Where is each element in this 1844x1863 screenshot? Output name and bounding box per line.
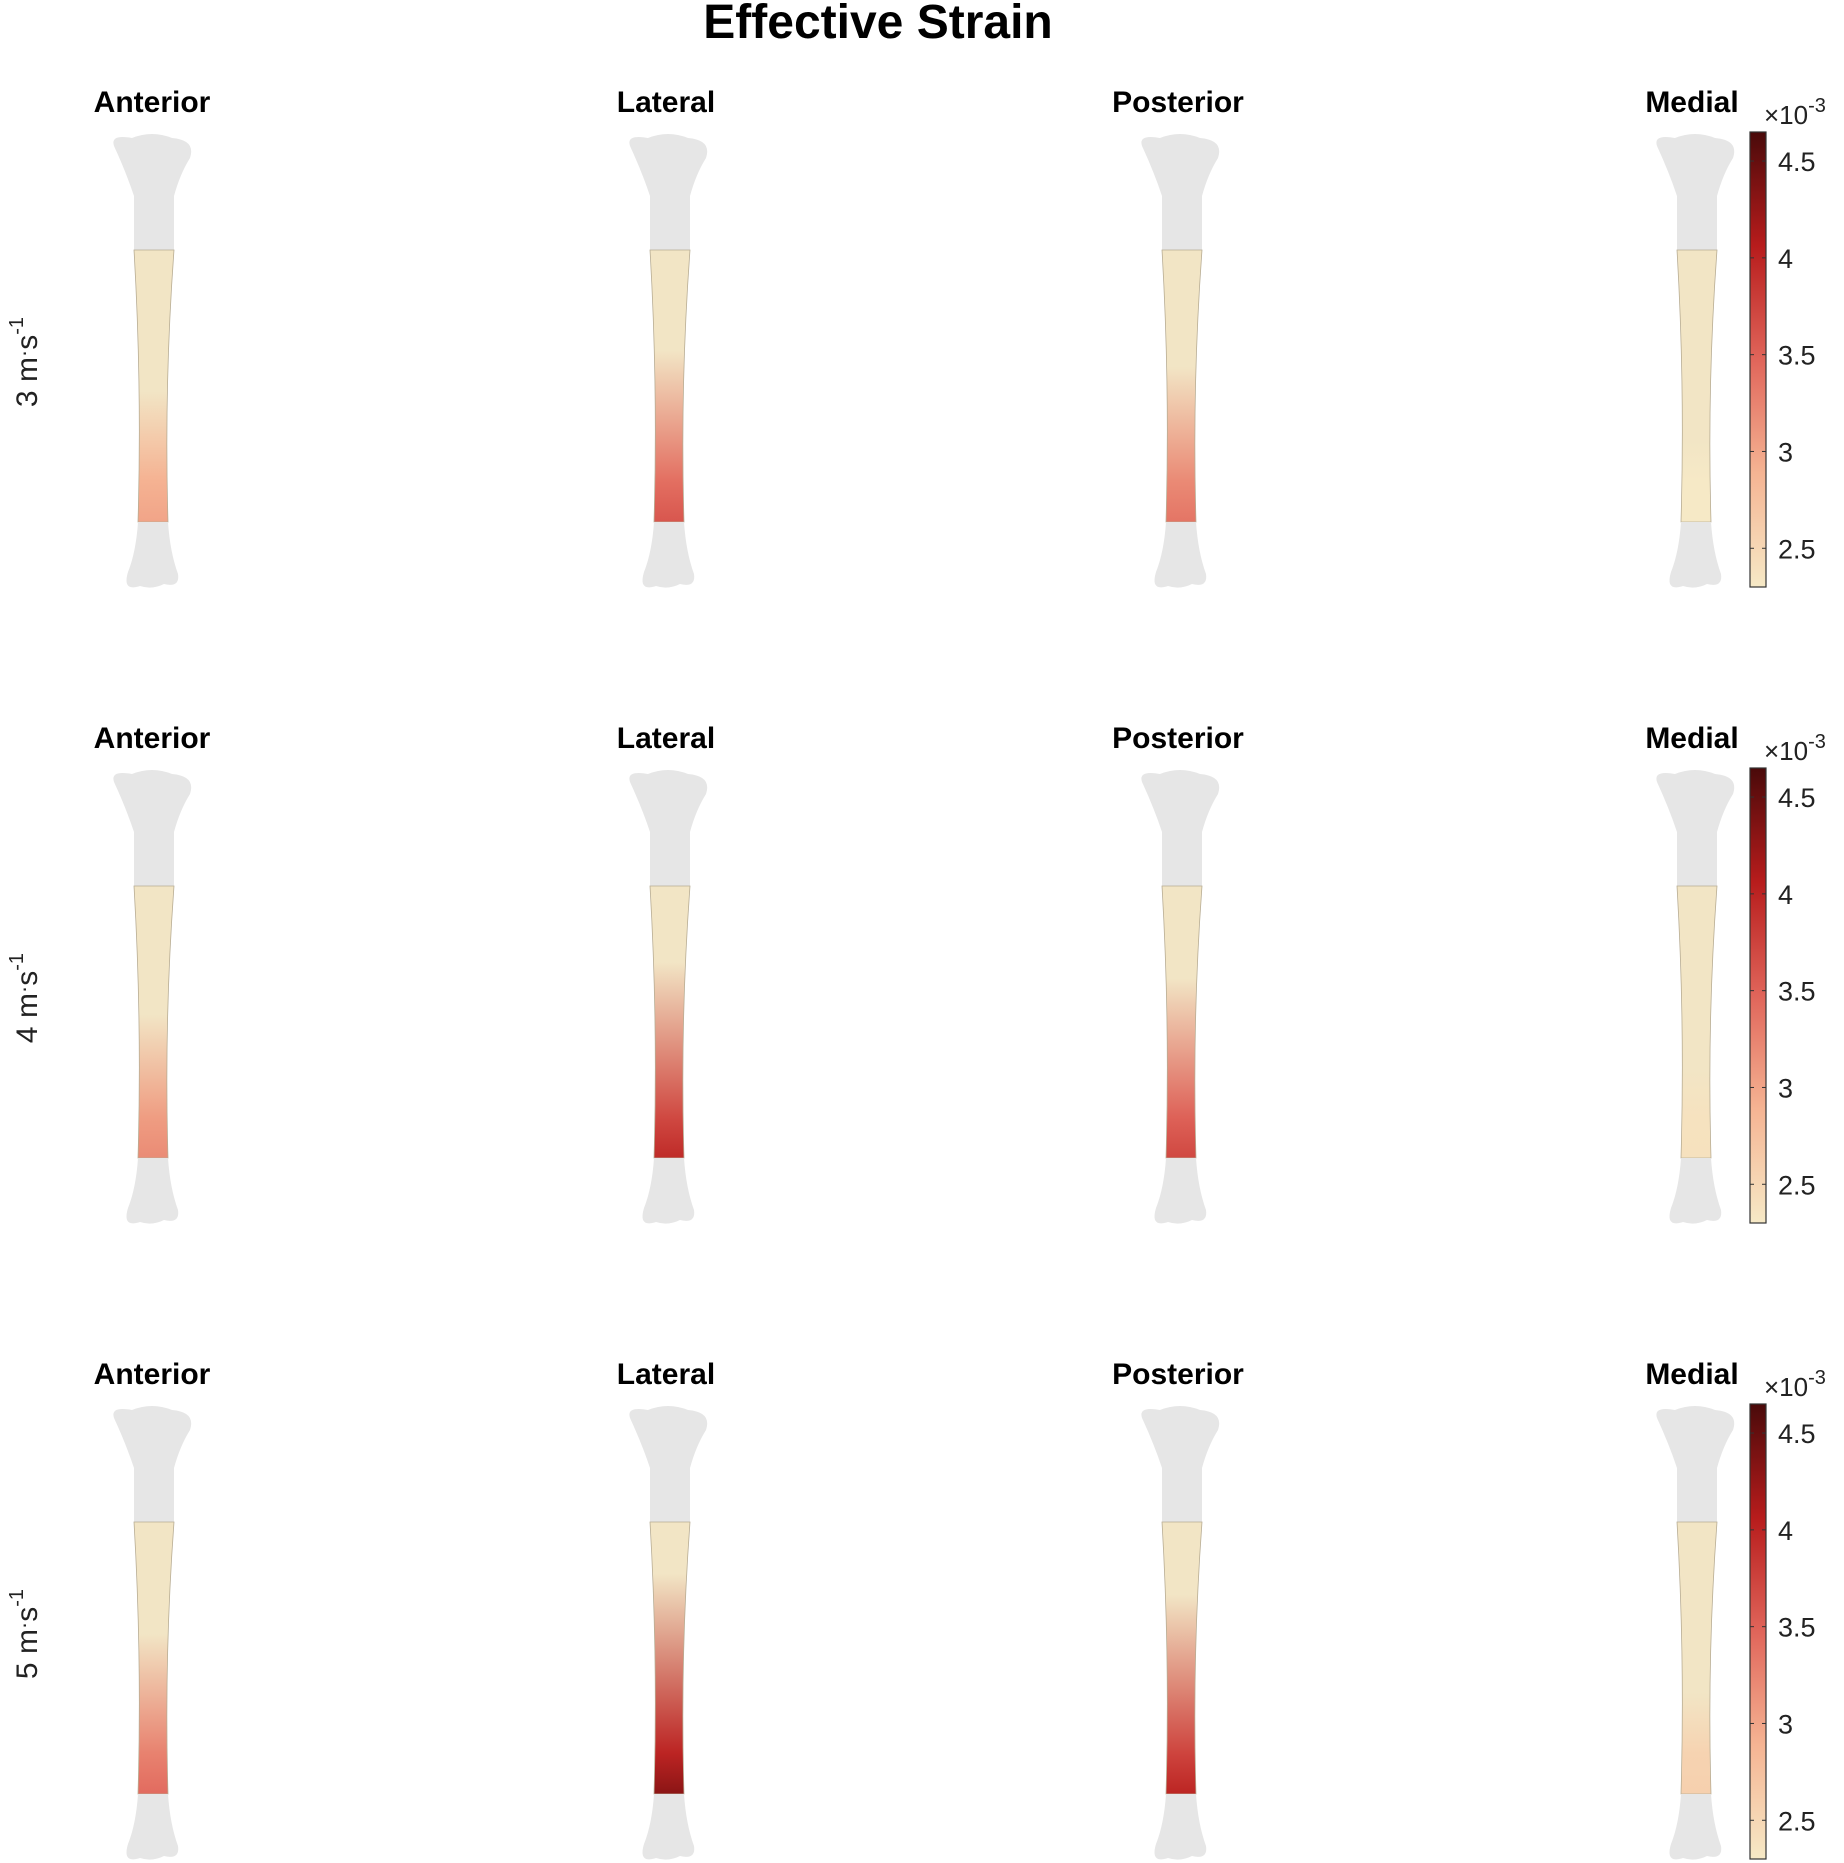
row-speed-label: 3 m·s-1 <box>6 317 44 407</box>
bone-posterior <box>1141 1406 1220 1860</box>
bone-distal-end <box>1154 1158 1207 1224</box>
colorbar-tick-label: 3.5 <box>1778 1613 1816 1643</box>
bone-shaft-strain-map <box>1676 249 1718 523</box>
view-title-anterior: Anterior <box>94 722 211 755</box>
bone-anterior <box>113 770 192 1224</box>
colorbar-tick-label: 3 <box>1778 1073 1793 1103</box>
bone-distal-end <box>1154 1794 1207 1860</box>
colorbar-tick-label: 2.5 <box>1778 1170 1816 1200</box>
colorbar-tick-label: 2.5 <box>1778 1806 1816 1836</box>
bone-proximal-end <box>1656 1406 1735 1522</box>
bone-lateral <box>629 1406 708 1860</box>
bone-shaft-strain-map <box>1161 885 1203 1159</box>
bone-lateral <box>629 770 708 1224</box>
figure-row-1: 3 m·s-1 Anterior Lateral Posterior Medial ×10… <box>6 86 1826 588</box>
bone-shaft-strain-map <box>1161 1521 1203 1795</box>
bone-proximal-end <box>113 1406 192 1522</box>
bone-shaft-strain-map <box>649 249 691 523</box>
colorbar-tick-label: 3.5 <box>1778 977 1816 1007</box>
colorbar: ×10-3 4.5 4 3.5 3 2.5 <box>1749 731 1826 1224</box>
bone-proximal-end <box>113 770 192 886</box>
row-speed-label: 5 m·s-1 <box>6 1589 44 1679</box>
figure-row-3: 5 m·s-1 Anterior Lateral Posterior Medial ×10… <box>6 1358 1826 1860</box>
bone-medial <box>1656 1406 1735 1860</box>
colorbar-tick-label: 4.5 <box>1778 783 1816 813</box>
bone-distal-end <box>1154 522 1207 588</box>
view-title-lateral: Lateral <box>617 1358 715 1391</box>
bone-shaft-strain-map <box>133 1521 175 1795</box>
bone-shaft-strain-map <box>649 1521 691 1795</box>
bone-posterior <box>1141 770 1220 1224</box>
bone-shaft-strain-map <box>1676 885 1718 1159</box>
bone-proximal-end <box>1656 134 1735 250</box>
view-title-anterior: Anterior <box>94 86 211 119</box>
colorbar-tick-label: 3 <box>1778 1709 1793 1739</box>
bone-lateral <box>629 134 708 588</box>
bone-anterior <box>113 134 192 588</box>
bone-proximal-end <box>1656 770 1735 886</box>
view-title-lateral: Lateral <box>617 722 715 755</box>
colorbar-tick-label: 4 <box>1778 244 1793 274</box>
colorbar-multiplier: ×10-3 <box>1764 731 1826 766</box>
bone-shaft-strain-map <box>1161 249 1203 523</box>
row-speed-label: 4 m·s-1 <box>6 953 44 1043</box>
bone-distal-end <box>126 522 179 588</box>
bone-anterior <box>113 1406 192 1860</box>
bone-posterior <box>1141 134 1220 588</box>
figure-grid: 3 m·s-1 Anterior Lateral Posterior Medial ×10… <box>6 86 1826 1860</box>
bone-shaft-strain-map <box>133 249 175 523</box>
bone-shaft-strain-map <box>1676 1521 1718 1795</box>
view-title-anterior: Anterior <box>94 1358 211 1391</box>
colorbar-tick-label: 3 <box>1778 437 1793 467</box>
bone-proximal-end <box>629 1406 708 1522</box>
bone-proximal-end <box>1141 1406 1220 1522</box>
colorbar-tick-label: 4.5 <box>1778 1419 1816 1449</box>
colorbar-scale <box>1749 1403 1767 1860</box>
view-title-posterior: Posterior <box>1112 86 1244 119</box>
colorbar-tick-label: 4.5 <box>1778 147 1816 177</box>
colorbar-scale <box>1749 131 1767 588</box>
view-title-lateral: Lateral <box>617 86 715 119</box>
colorbar-multiplier: ×10-3 <box>1764 1367 1826 1402</box>
colorbar: ×10-3 4.5 4 3.5 3 2.5 <box>1749 1367 1826 1860</box>
bone-proximal-end <box>1141 770 1220 886</box>
bone-shaft-strain-map <box>133 885 175 1159</box>
view-title-medial: Medial <box>1645 722 1738 755</box>
bone-distal-end <box>1669 1794 1722 1860</box>
colorbar-tick-label: 4 <box>1778 1516 1793 1546</box>
bone-medial <box>1656 770 1735 1224</box>
colorbar-tick-label: 3.5 <box>1778 341 1816 371</box>
figure-title: Effective Strain <box>703 0 1052 49</box>
bone-distal-end <box>1669 522 1722 588</box>
colorbar-tick-label: 4 <box>1778 880 1793 910</box>
bone-distal-end <box>642 1158 695 1224</box>
bone-distal-end <box>126 1158 179 1224</box>
bone-distal-end <box>642 1794 695 1860</box>
colorbar: ×10-3 4.5 4 3.5 3 2.5 <box>1749 95 1826 588</box>
bone-shaft-strain-map <box>649 885 691 1159</box>
colorbar-tick-label: 2.5 <box>1778 534 1816 564</box>
colorbar-multiplier: ×10-3 <box>1764 95 1826 130</box>
bone-distal-end <box>1669 1158 1722 1224</box>
view-title-medial: Medial <box>1645 1358 1738 1391</box>
bone-distal-end <box>642 522 695 588</box>
view-title-posterior: Posterior <box>1112 1358 1244 1391</box>
view-title-medial: Medial <box>1645 86 1738 119</box>
colorbar-scale <box>1749 767 1767 1224</box>
bone-proximal-end <box>629 134 708 250</box>
bone-proximal-end <box>1141 134 1220 250</box>
bone-proximal-end <box>629 770 708 886</box>
view-title-posterior: Posterior <box>1112 722 1244 755</box>
figure-row-2: 4 m·s-1 Anterior Lateral Posterior Medial ×10… <box>6 722 1826 1224</box>
bone-proximal-end <box>113 134 192 250</box>
bone-distal-end <box>126 1794 179 1860</box>
bone-medial <box>1656 134 1735 588</box>
